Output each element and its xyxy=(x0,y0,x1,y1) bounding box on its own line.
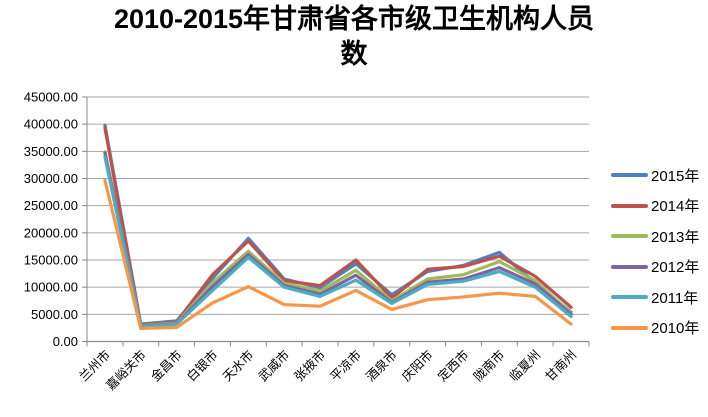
y-axis-label: 15000.00 xyxy=(24,253,78,268)
legend-label: 2014年 xyxy=(651,198,700,215)
legend-label: 2013年 xyxy=(651,228,700,246)
y-axis-label: 40000.00 xyxy=(24,117,78,132)
y-axis-label: 10000.00 xyxy=(24,280,78,295)
legend-item-2014年[interactable]: 2014年 xyxy=(611,197,707,215)
series-line-2014年 xyxy=(103,126,573,327)
x-axis-label: 天水市 xyxy=(219,347,256,384)
x-axis-label: 金昌市 xyxy=(148,347,185,384)
legend-line-swatch xyxy=(611,234,648,238)
x-axis-label: 张掖市 xyxy=(291,347,328,384)
legend-line-swatch xyxy=(611,295,648,299)
x-axis-label: 平凉市 xyxy=(327,347,364,384)
y-axis-label: 30000.00 xyxy=(24,171,78,186)
legend-line-swatch xyxy=(611,264,648,269)
legend-label: 2012年 xyxy=(651,259,700,276)
x-axis-label: 陇南市 xyxy=(470,347,507,384)
legend-item-2015年[interactable]: 2015年 xyxy=(611,166,707,185)
chart-title: 2010-2015年甘肃省各市级卫生机构人员数 xyxy=(54,2,654,72)
x-axis-label: 白银市 xyxy=(183,347,220,384)
legend-item-2010年[interactable]: 2010年 xyxy=(611,319,707,337)
legend-line-swatch xyxy=(611,173,648,177)
legend-line-swatch xyxy=(611,325,648,330)
y-axis-label: 45000.00 xyxy=(24,90,78,105)
y-axis-label: 25000.00 xyxy=(24,198,78,213)
x-axis-label: 定西市 xyxy=(434,347,471,384)
chart-title-line1: 2010-2015年甘肃省各市级卫生机构人员 xyxy=(113,4,595,34)
y-axis-label: 20000.00 xyxy=(24,225,78,240)
legend-line-swatch xyxy=(611,203,648,208)
x-axis-label: 酒泉市 xyxy=(363,347,400,384)
legend-item-2011年[interactable]: 2011年 xyxy=(611,288,707,307)
x-axis-label: 武威市 xyxy=(255,347,292,384)
y-axis-label: 0.00 xyxy=(53,334,78,349)
y-axis-label: 35000.00 xyxy=(24,144,78,159)
series-line-2011年 xyxy=(103,155,573,329)
x-axis-label: 庆阳市 xyxy=(399,347,436,384)
legend-label: 2011年 xyxy=(651,289,699,307)
y-axis-label: 5000.00 xyxy=(31,307,78,322)
legend-item-2013年[interactable]: 2013年 xyxy=(611,227,707,246)
legend: 2015年 2014年 2013年 2012年 2011年 2010年 xyxy=(611,166,707,349)
x-axis-label: 临夏州 xyxy=(507,348,543,384)
legend-item-2012年[interactable]: 2012年 xyxy=(611,258,707,276)
x-axis-label: 甘南州 xyxy=(542,347,579,384)
legend-label: 2010年 xyxy=(651,320,700,337)
x-axis-label: 嘉峪关市 xyxy=(103,347,149,393)
legend-label: 2015年 xyxy=(651,167,700,185)
chart-title-line2: 数 xyxy=(340,39,368,69)
series-line-2010年 xyxy=(103,178,573,331)
